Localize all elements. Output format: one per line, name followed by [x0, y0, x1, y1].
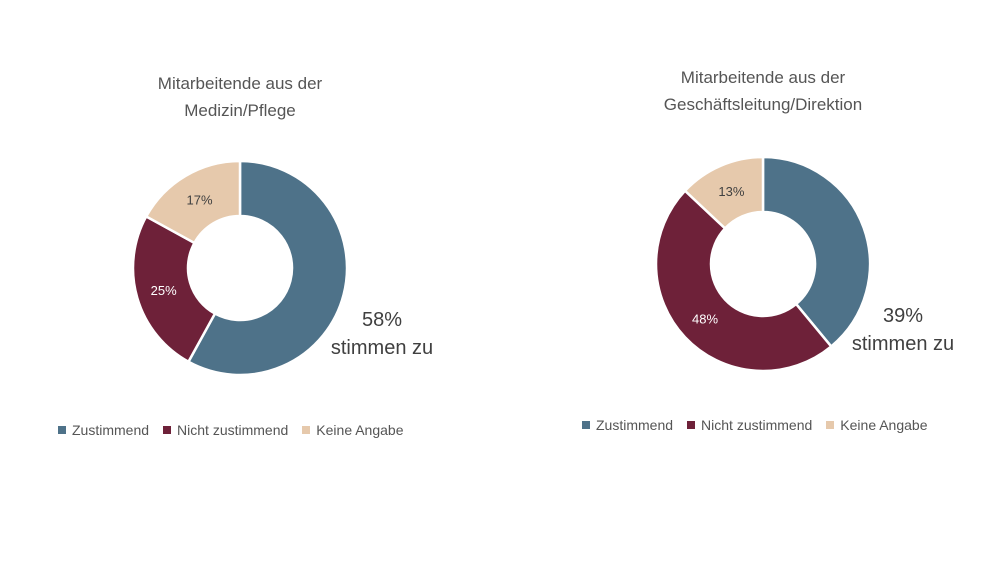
- legend-item-nicht-zustimmend: Nicht zustimmend: [687, 417, 812, 433]
- callout-value: 58%: [361, 309, 403, 331]
- donut-slice-nicht-zustimmend: [654, 188, 833, 373]
- legend-item-nicht-zustimmend: Nicht zustimmend: [163, 422, 288, 438]
- chart-title-line-1: Mitarbeitende aus der: [680, 68, 846, 87]
- donut-svg: 25% 17%: [131, 159, 349, 377]
- donut-chart-geschaeftsleitung-direktion: Mitarbeitende aus der Geschäftsleitung/D…: [500, 0, 1000, 562]
- chart-title: Mitarbeitende aus der Geschäftsleitung/D…: [603, 64, 923, 118]
- donut-slice-zustimmend: [761, 155, 872, 349]
- donut-slice-keine-angabe: [683, 155, 765, 231]
- legend-label: Zustimmend: [596, 417, 674, 433]
- callout-text: stimmen zu: [330, 337, 434, 359]
- chart-title-line-1: Mitarbeitende aus der: [157, 74, 323, 93]
- legend-label: Keine Angabe: [840, 417, 928, 433]
- donut-chart-medizin-pflege: Mitarbeitende aus der Medizin/Pflege 25%…: [58, 70, 442, 438]
- legend-item-zustimmend: Zustimmend: [582, 417, 673, 433]
- legend-label: Nicht zustimmend: [701, 417, 813, 433]
- chart-title-line-2: Medizin/Pflege: [184, 101, 296, 120]
- donut-slice-nicht-zustimmend: [131, 214, 217, 364]
- data-label-keine-angabe: 17%: [187, 193, 213, 208]
- legend-swatch-keine-angabe: [302, 426, 311, 434]
- callout-text: stimmen zu: [851, 333, 955, 355]
- legend-swatch-zustimmend: [58, 426, 66, 434]
- chart-title-line-2: Geschäftsleitung/Direktion: [663, 95, 863, 114]
- legend-label: Keine Angabe: [316, 422, 404, 438]
- chart-legend: Zustimmend Nicht zustimmend Keine Angabe: [58, 422, 404, 438]
- data-label-nicht-zustimmend: 25%: [151, 283, 177, 298]
- chart-legend: Zustimmend Nicht zustimmend Keine Angabe: [582, 417, 928, 433]
- data-label-keine-angabe: 13%: [718, 184, 744, 199]
- legend-item-keine-angabe: Keine Angabe: [826, 417, 928, 433]
- legend-swatch-zustimmend: [582, 421, 590, 429]
- agreement-callout: 58% stimmen zu: [322, 306, 442, 362]
- legend-item-keine-angabe: Keine Angabe: [302, 422, 404, 438]
- data-label-nicht-zustimmend: 48%: [692, 311, 718, 326]
- donut-slice-keine-angabe: [144, 159, 242, 245]
- legend-label: Zustimmend: [72, 422, 150, 438]
- chart-title: Mitarbeitende aus der Medizin/Pflege: [80, 70, 400, 124]
- legend-swatch-keine-angabe: [826, 421, 835, 429]
- legend-swatch-nicht-zustimmend: [687, 421, 696, 429]
- legend-swatch-nicht-zustimmend: [163, 426, 172, 434]
- legend-item-zustimmend: Zustimmend: [58, 422, 149, 438]
- callout-value: 39%: [882, 305, 924, 327]
- legend-label: Nicht zustimmend: [177, 422, 289, 438]
- donut-svg: 48% 13%: [654, 155, 872, 373]
- donut-slice-zustimmend: [186, 159, 349, 377]
- agreement-callout: 39% stimmen zu: [840, 302, 966, 358]
